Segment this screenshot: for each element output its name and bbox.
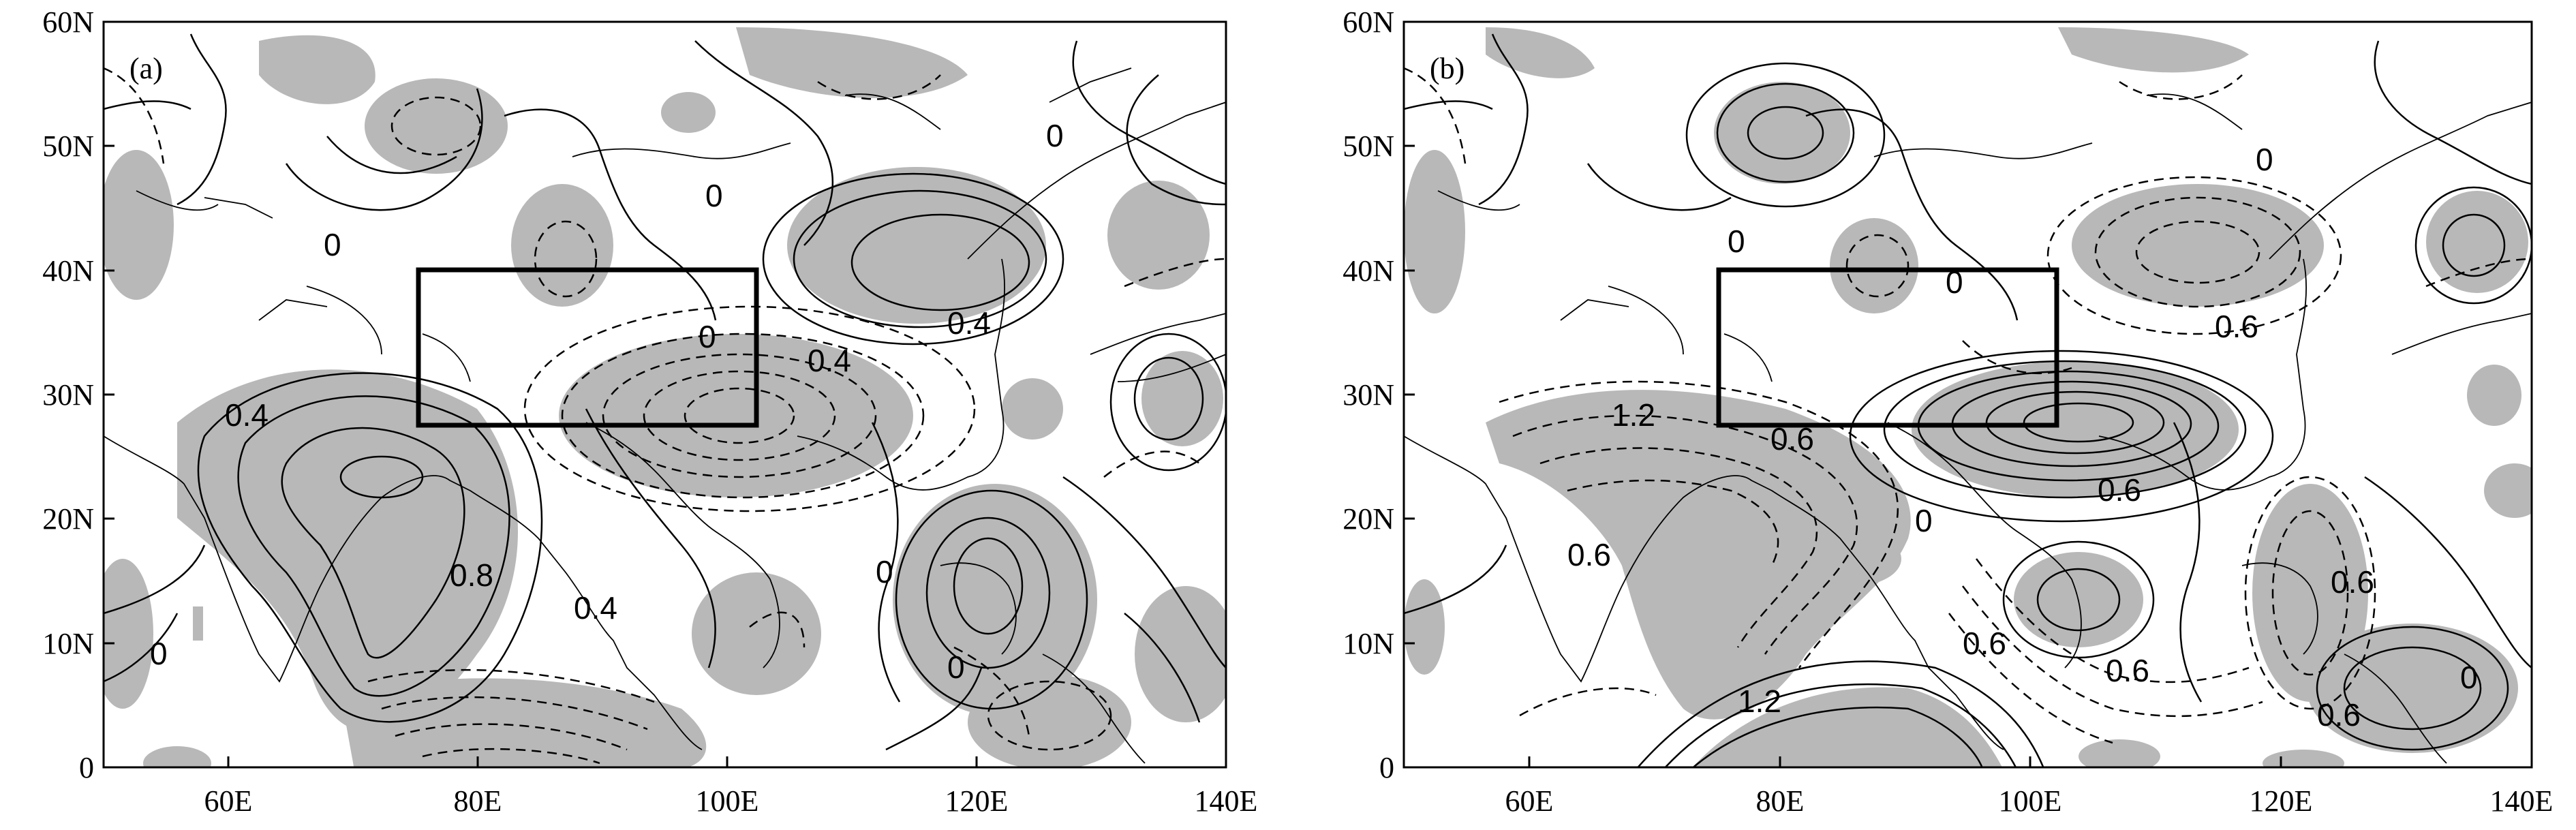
contour-label: 0	[705, 178, 723, 213]
x-tick-label: 140E	[1195, 784, 1258, 818]
contour-label: 0	[324, 227, 341, 262]
y-tick-label: 30N	[42, 378, 94, 412]
y-tick-label: 0	[1379, 751, 1394, 784]
x-tick-label: 100E	[1999, 784, 2062, 818]
panel-a-coastlines	[104, 67, 1226, 764]
panel-b-solid-contours	[1404, 33, 2532, 767]
panel-a-shading	[104, 27, 1226, 767]
panel-b-dashed-contours	[1404, 67, 2532, 744]
contour-label: 0	[947, 649, 965, 685]
x-tick-label: 80E	[454, 784, 502, 818]
panel-b-contour-labels: 0 0 0 0.6 1.2 0.6 0.6 0.6 0.6 0 1.2 0.6 …	[1567, 142, 2478, 733]
y-tick-label: 10N	[1343, 627, 1394, 660]
y-tick-label: 40N	[42, 254, 94, 288]
x-tick-label: 120E	[2250, 784, 2313, 818]
panel-b: 0 0 0 0.6 1.2 0.6 0.6 0.6 0.6 0 1.2 0.6 …	[1343, 5, 2553, 818]
panel-a-y-ticks: 60N 50N 40N 30N 20N 10N 0	[42, 5, 114, 784]
contour-label: 0	[2256, 142, 2273, 177]
y-tick-label: 40N	[1343, 254, 1394, 288]
contour-label: 0	[1946, 264, 1963, 300]
contour-label: 0.6	[1770, 421, 1814, 457]
contour-label: 0.6	[1567, 537, 1611, 572]
panel-a-map: 0 0 0 0 0.4 0.4 0.4 0.8 0.4 0 0 0	[104, 27, 1226, 767]
x-tick-label: 140E	[2490, 784, 2554, 818]
panel-a-dashed-contours	[104, 67, 1226, 765]
y-tick-label: 30N	[1343, 378, 1394, 412]
contour-label: 0.6	[2215, 309, 2258, 344]
panel-b-x-ticks: 60E 80E 100E 120E 140E	[1505, 756, 2554, 818]
x-tick-label: 100E	[696, 784, 759, 818]
panel-a: 0 0 0 0 0.4 0.4 0.4 0.8 0.4 0 0 0 (a)	[42, 5, 1257, 818]
contour-label: 0.6	[2098, 472, 2141, 508]
y-tick-label: 60N	[42, 5, 94, 39]
contour-label: 0.6	[1963, 626, 2006, 661]
contour-label: 0	[1728, 224, 1745, 259]
contour-label: 0	[1046, 118, 1064, 153]
contour-label: 0.8	[450, 557, 493, 593]
y-tick-label: 50N	[1343, 129, 1394, 163]
contour-label: 0.4	[947, 305, 991, 341]
x-tick-label: 60E	[1505, 784, 1554, 818]
y-tick-label: 50N	[42, 129, 94, 163]
y-tick-label: 60N	[1343, 5, 1394, 39]
x-tick-label: 120E	[945, 784, 1009, 818]
contour-label: 0.6	[2331, 564, 2374, 600]
y-tick-label: 20N	[1343, 502, 1394, 536]
panel-b-shading	[1404, 27, 2532, 767]
y-tick-label: 0	[79, 751, 94, 784]
contour-label: 1.2	[1612, 397, 1655, 433]
panel-b-label: (b)	[1430, 52, 1465, 85]
panel-b-map: 0 0 0 0.6 1.2 0.6 0.6 0.6 0.6 0 1.2 0.6 …	[1404, 27, 2532, 767]
x-tick-label: 60E	[204, 784, 253, 818]
y-tick-label: 20N	[42, 502, 94, 536]
contour-label: 0	[150, 636, 168, 671]
panel-b-y-ticks: 60N 50N 40N 30N 20N 10N 0	[1343, 5, 1415, 784]
contour-label: 0	[2460, 660, 2478, 695]
contour-label: 0.6	[2106, 653, 2149, 688]
x-tick-label: 80E	[1756, 784, 1805, 818]
contour-label: 0.4	[574, 590, 617, 626]
contour-label: 1.2	[1738, 683, 1781, 719]
contour-label: 0	[699, 319, 716, 354]
contour-label: 0.4	[225, 397, 269, 433]
contour-label: 0	[876, 554, 893, 589]
panel-b-region-box	[1716, 267, 2059, 428]
contour-label: 0.6	[2317, 697, 2361, 733]
panel-a-solid-contours	[104, 33, 1226, 751]
panel-b-axes: 60N 50N 40N 30N 20N 10N 0 60E 80E 100E 1…	[1343, 5, 2553, 818]
panel-a-label: (a)	[129, 52, 163, 85]
panel-a-region-box	[416, 267, 759, 428]
contour-label: 0	[1915, 503, 1933, 538]
contour-label: 0.4	[808, 343, 851, 378]
panel-a-axes: 60N 50N 40N 30N 20N 10N 0 60E 80E 100E 1…	[42, 5, 1257, 818]
y-tick-label: 10N	[42, 627, 94, 660]
panel-a-x-ticks: 60E 80E 100E 120E 140E	[204, 756, 1258, 818]
panel-a-contour-labels: 0 0 0 0 0.4 0.4 0.4 0.8 0.4 0 0 0	[150, 118, 1064, 685]
